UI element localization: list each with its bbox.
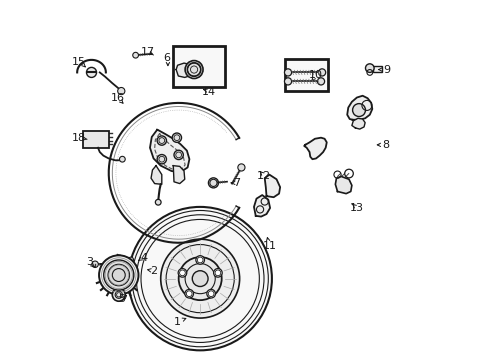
- Text: 7: 7: [234, 178, 241, 188]
- Circle shape: [366, 64, 374, 72]
- Circle shape: [196, 256, 204, 264]
- Circle shape: [157, 136, 167, 145]
- Text: 11: 11: [262, 241, 276, 251]
- Circle shape: [128, 207, 272, 350]
- Circle shape: [192, 271, 208, 287]
- Text: 6: 6: [163, 53, 171, 63]
- Circle shape: [133, 52, 139, 58]
- Circle shape: [118, 87, 125, 95]
- Circle shape: [285, 69, 292, 76]
- Text: 18: 18: [72, 133, 86, 143]
- Circle shape: [99, 255, 139, 295]
- Text: 4: 4: [140, 253, 147, 263]
- Polygon shape: [173, 166, 185, 184]
- Bar: [83, 131, 109, 148]
- Polygon shape: [352, 118, 365, 129]
- Circle shape: [238, 164, 245, 171]
- Text: 17: 17: [141, 46, 154, 57]
- Circle shape: [155, 199, 161, 205]
- Polygon shape: [304, 138, 327, 159]
- Circle shape: [92, 261, 98, 267]
- Circle shape: [120, 156, 125, 162]
- Circle shape: [318, 78, 324, 85]
- Polygon shape: [254, 195, 270, 217]
- Circle shape: [185, 60, 203, 78]
- Text: 10: 10: [309, 70, 323, 80]
- Text: 2: 2: [150, 266, 157, 276]
- Circle shape: [210, 179, 217, 186]
- Text: 15: 15: [73, 57, 86, 67]
- Circle shape: [161, 239, 240, 318]
- Text: 9: 9: [383, 64, 390, 75]
- Circle shape: [178, 269, 187, 277]
- Circle shape: [157, 154, 167, 164]
- Text: 5: 5: [118, 294, 125, 304]
- Polygon shape: [265, 175, 280, 197]
- Circle shape: [108, 264, 129, 286]
- Circle shape: [172, 133, 181, 142]
- Circle shape: [318, 69, 326, 76]
- Circle shape: [174, 150, 183, 159]
- Text: 1: 1: [173, 317, 180, 327]
- Polygon shape: [150, 130, 190, 172]
- Text: 16: 16: [111, 93, 124, 103]
- Text: 8: 8: [382, 140, 389, 150]
- Circle shape: [112, 288, 125, 301]
- Text: 13: 13: [350, 203, 364, 213]
- Circle shape: [87, 67, 97, 77]
- Circle shape: [104, 260, 134, 290]
- Polygon shape: [335, 176, 352, 194]
- Bar: [373, 66, 382, 72]
- Circle shape: [353, 104, 366, 117]
- Circle shape: [179, 257, 221, 300]
- Bar: [173, 45, 225, 87]
- Text: 3: 3: [87, 257, 94, 267]
- Circle shape: [214, 269, 222, 277]
- Circle shape: [128, 257, 133, 262]
- Text: 14: 14: [201, 87, 216, 97]
- Polygon shape: [176, 63, 193, 77]
- Polygon shape: [151, 166, 162, 184]
- Polygon shape: [347, 96, 372, 120]
- Circle shape: [285, 78, 292, 85]
- Circle shape: [185, 289, 194, 298]
- Text: 12: 12: [257, 171, 270, 181]
- Bar: [285, 59, 328, 91]
- Circle shape: [207, 289, 216, 298]
